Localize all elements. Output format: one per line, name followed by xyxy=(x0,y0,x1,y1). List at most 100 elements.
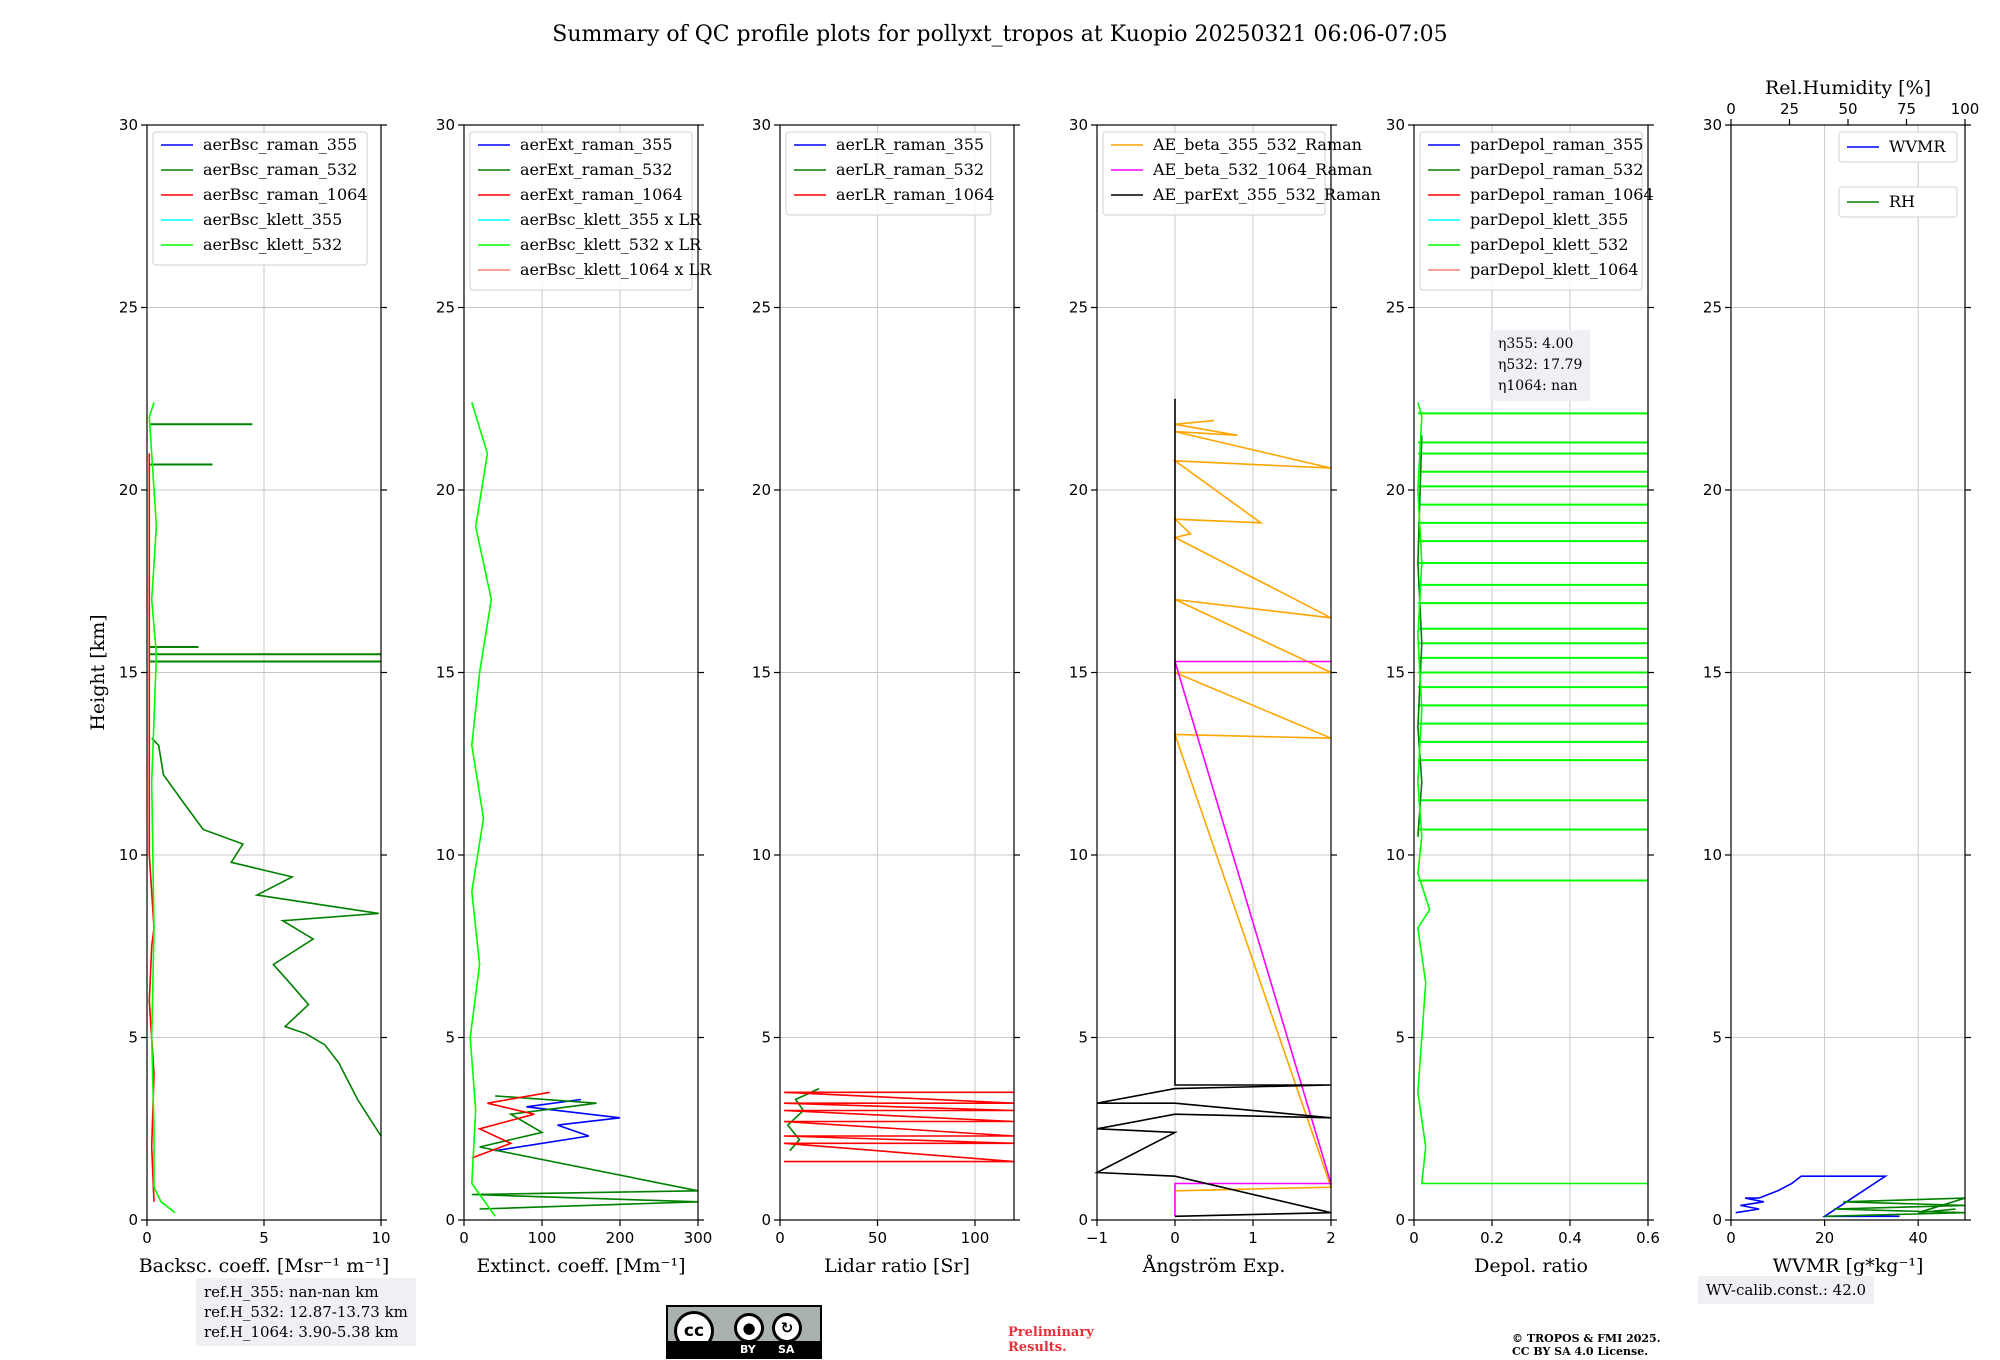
chart-panel-5: 0 5 10 15 20 25 30 0 0.2 0.4 0.6 Depol. ratio parDep… xyxy=(1386,116,1660,1277)
x-tick-label: 10 xyxy=(371,1229,390,1247)
x2-tick-label: 0 xyxy=(1726,100,1736,118)
y-tick-label: 5 xyxy=(761,1029,771,1047)
reference-height-box: ref.H_355: nan-nan km ref.H_532: 12.87-1… xyxy=(196,1278,416,1346)
legend-label: parDepol_klett_532 xyxy=(1470,235,1628,254)
y-tick-label: 20 xyxy=(1703,481,1722,499)
x-tick-label: 300 xyxy=(684,1229,713,1247)
x2-tick-label: 25 xyxy=(1780,100,1799,118)
y-tick-label: 0 xyxy=(128,1211,138,1229)
y-tick-label: 10 xyxy=(752,846,771,864)
chart-panel-1: 0 5 10 15 20 25 30 0 5 10 Backsc. coeff. [Msr⁻¹ m⁻… xyxy=(87,116,391,1277)
x-tick-label: −1 xyxy=(1086,1229,1108,1247)
y-tick-label: 0 xyxy=(761,1211,771,1229)
x2-tick-label: 75 xyxy=(1897,100,1916,118)
legend-box xyxy=(1838,131,1958,163)
x-tick-label: 20 xyxy=(1815,1229,1834,1247)
y-tick-label: 30 xyxy=(1703,116,1722,134)
x-tick-label: 0 xyxy=(775,1229,785,1247)
legend-label: aerLR_raman_532 xyxy=(836,160,984,179)
y-tick-label: 15 xyxy=(119,664,138,682)
sa-icon: ↻ xyxy=(772,1313,802,1343)
x-tick-label: 200 xyxy=(606,1229,635,1247)
series-line-aerext-raman-532 xyxy=(471,1095,699,1210)
legend-box xyxy=(152,131,368,266)
legend-label: parDepol_raman_532 xyxy=(1470,160,1643,179)
by-label: BY xyxy=(740,1343,756,1356)
series-line-aerbsc-raman-1064 xyxy=(148,453,155,1202)
y-tick-label: 0 xyxy=(1712,1211,1722,1229)
x-tick-label: 100 xyxy=(961,1229,990,1247)
legend-label: aerBsc_klett_355 xyxy=(203,210,342,229)
y-tick-label: 5 xyxy=(1078,1029,1088,1047)
y-tick-label: 25 xyxy=(1386,299,1405,317)
legend-label: aerBsc_klett_532 xyxy=(203,235,342,254)
legend-box xyxy=(785,131,992,216)
legend-label: AE_parExt_355_532_Raman xyxy=(1152,185,1381,204)
copyright-note: © TROPOS & FMI 2025. CC BY SA 4.0 Licens… xyxy=(1512,1332,1661,1358)
series-line-aerbsc-raman-532 xyxy=(151,737,382,1137)
x-tick-label: 0.6 xyxy=(1636,1229,1660,1247)
preliminary-line-1: Preliminary xyxy=(1008,1325,1094,1340)
x-axis-label: Extinct. coeff. [Mm⁻¹] xyxy=(476,1255,685,1277)
legend-label: WVMR xyxy=(1889,137,1946,156)
x-axis-label: Depol. ratio xyxy=(1474,1255,1588,1277)
y-tick-label: 20 xyxy=(1386,481,1405,499)
legend-label: aerLR_raman_355 xyxy=(836,135,984,154)
eta-355: η355: 4.00 xyxy=(1498,336,1574,352)
x-tick-label: 0 xyxy=(142,1229,152,1247)
ref-h-355: ref.H_355: nan-nan km xyxy=(204,1283,379,1301)
y-axis-label: Height [km] xyxy=(87,614,109,730)
x-tick-label: 1 xyxy=(1248,1229,1258,1247)
legend-label: parDepol_raman_1064 xyxy=(1470,185,1654,204)
preliminary-line-2: Results. xyxy=(1008,1340,1067,1355)
y-tick-label: 5 xyxy=(128,1029,138,1047)
legend-box xyxy=(469,131,693,291)
y-tick-label: 10 xyxy=(119,846,138,864)
eta-box: η355: 4.00 η532: 17.79 η1064: nan xyxy=(1490,330,1591,401)
legend-box xyxy=(1419,131,1643,291)
legend-label: aerBsc_klett_355 x LR xyxy=(520,210,702,229)
series-line-rh xyxy=(1824,1197,1966,1218)
y-tick-label: 30 xyxy=(752,116,771,134)
legend-label: aerBsc_klett_532 x LR xyxy=(520,235,702,254)
x-tick-label: 0 xyxy=(1409,1229,1419,1247)
legend-label: AE_beta_355_532_Raman xyxy=(1152,135,1362,154)
x-tick-label: 2 xyxy=(1326,1229,1336,1247)
y-tick-label: 10 xyxy=(1703,846,1722,864)
series-line-pardepol-klett-532 xyxy=(1417,402,1648,1185)
x-axis-label: Backsc. coeff. [Msr⁻¹ m⁻¹] xyxy=(139,1255,390,1277)
y-tick-label: 15 xyxy=(1386,664,1405,682)
y-tick-label: 25 xyxy=(119,299,138,317)
legend-label: parDepol_klett_1064 xyxy=(1470,260,1639,279)
wv-calib-box: WV-calib.const.: 42.0 xyxy=(1698,1276,1875,1304)
y-tick-label: 20 xyxy=(436,481,455,499)
x-axis-label: WVMR [g*kg⁻¹] xyxy=(1773,1255,1924,1277)
x-tick-label: 0 xyxy=(1726,1229,1736,1247)
preliminary-note: Preliminary Results. xyxy=(1008,1325,1094,1355)
y-tick-label: 25 xyxy=(752,299,771,317)
x2-tick-label: 50 xyxy=(1838,100,1857,118)
y-tick-label: 10 xyxy=(1386,846,1405,864)
x2-tick-label: 100 xyxy=(1951,100,1980,118)
y-tick-label: 30 xyxy=(1386,116,1405,134)
y-tick-label: 5 xyxy=(445,1029,455,1047)
copyright-line-2: CC BY SA 4.0 License. xyxy=(1512,1345,1649,1358)
x-tick-label: 0 xyxy=(1170,1229,1180,1247)
y-tick-label: 30 xyxy=(1069,116,1088,134)
y-tick-label: 30 xyxy=(119,116,138,134)
x2-axis-label: Rel.Humidity [%] xyxy=(1765,77,1931,99)
y-tick-label: 20 xyxy=(752,481,771,499)
y-tick-label: 25 xyxy=(436,299,455,317)
wv-calib-const: WV-calib.const.: 42.0 xyxy=(1706,1281,1867,1299)
cc-license-badge: cc ● ↻ BY SA xyxy=(666,1305,822,1359)
ref-h-1064: ref.H_1064: 3.90-5.38 km xyxy=(204,1323,399,1341)
x-tick-label: 0.2 xyxy=(1480,1229,1504,1247)
sa-label: SA xyxy=(778,1343,795,1356)
legend-label: aerBsc_raman_1064 xyxy=(203,185,368,204)
x-tick-label: 40 xyxy=(1909,1229,1928,1247)
x-tick-label: 50 xyxy=(868,1229,887,1247)
x-tick-label: 0 xyxy=(459,1229,469,1247)
